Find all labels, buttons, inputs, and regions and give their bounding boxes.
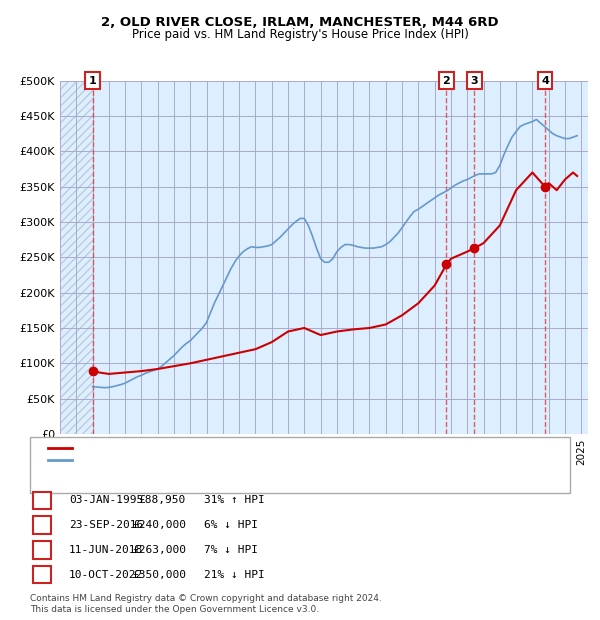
Text: 10-OCT-2022: 10-OCT-2022 <box>69 570 143 580</box>
Text: 2, OLD RIVER CLOSE, IRLAM, MANCHESTER, M44 6RD (detached house): 2, OLD RIVER CLOSE, IRLAM, MANCHESTER, M… <box>78 443 451 453</box>
Text: 2: 2 <box>38 520 46 530</box>
Text: £263,000: £263,000 <box>132 545 186 555</box>
Text: 03-JAN-1995: 03-JAN-1995 <box>69 495 143 505</box>
Text: £350,000: £350,000 <box>132 570 186 580</box>
Text: 3: 3 <box>470 76 478 86</box>
Text: 2: 2 <box>443 76 451 86</box>
Text: 2, OLD RIVER CLOSE, IRLAM, MANCHESTER, M44 6RD: 2, OLD RIVER CLOSE, IRLAM, MANCHESTER, M… <box>101 16 499 29</box>
Text: 6% ↓ HPI: 6% ↓ HPI <box>204 520 258 530</box>
Text: 3: 3 <box>38 545 46 555</box>
Text: 23-SEP-2016: 23-SEP-2016 <box>69 520 143 530</box>
Text: 7% ↓ HPI: 7% ↓ HPI <box>204 545 258 555</box>
Bar <box>60 81 92 434</box>
Text: Contains HM Land Registry data © Crown copyright and database right 2024.: Contains HM Land Registry data © Crown c… <box>30 593 382 603</box>
Text: HPI: Average price, detached house, Salford: HPI: Average price, detached house, Salf… <box>78 455 308 465</box>
Text: 11-JUN-2018: 11-JUN-2018 <box>69 545 143 555</box>
Text: Price paid vs. HM Land Registry's House Price Index (HPI): Price paid vs. HM Land Registry's House … <box>131 28 469 41</box>
Text: 4: 4 <box>38 570 46 580</box>
Text: 1: 1 <box>38 495 46 505</box>
Bar <box>60 81 92 434</box>
Text: 31% ↑ HPI: 31% ↑ HPI <box>204 495 265 505</box>
Text: This data is licensed under the Open Government Licence v3.0.: This data is licensed under the Open Gov… <box>30 604 319 614</box>
Text: 1: 1 <box>89 76 97 86</box>
Text: £240,000: £240,000 <box>132 520 186 530</box>
Text: £88,950: £88,950 <box>139 495 186 505</box>
Text: 4: 4 <box>541 76 549 86</box>
Text: 21% ↓ HPI: 21% ↓ HPI <box>204 570 265 580</box>
